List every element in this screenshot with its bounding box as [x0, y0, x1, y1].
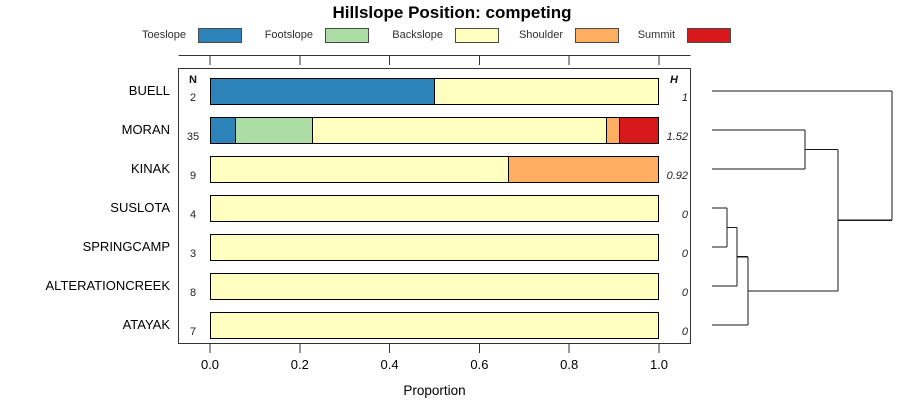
- bar-segment-toeslope: [211, 78, 435, 104]
- bar-segment-backslope: [211, 312, 658, 338]
- x-tick-label: 0.4: [381, 357, 399, 372]
- bar-segment-backslope: [211, 234, 658, 260]
- plot-box: [178, 68, 691, 344]
- legend-label-backslope: Backslope: [392, 29, 443, 41]
- bar-alterationcreek: [210, 272, 659, 300]
- n-value-alterationcreek: 8: [189, 287, 197, 299]
- row-label-suslota: SUSLOTA: [110, 200, 170, 215]
- legend-swatch-toeslope-icon: [198, 28, 242, 43]
- bar-kinak: [210, 155, 659, 183]
- bar-suslota: [210, 194, 659, 222]
- legend-swatch-footslope-icon: [325, 28, 369, 43]
- h-value-kinak: 0.92: [666, 170, 688, 182]
- x-tick-label: 0.0: [201, 357, 219, 372]
- n-value-suslota: 4: [189, 209, 197, 221]
- n-value-buell: 2: [189, 92, 197, 104]
- h-value-atayak: 0: [681, 326, 688, 338]
- bar-segment-backslope: [211, 156, 510, 182]
- x-tick-label: 0.8: [560, 357, 578, 372]
- h-value-buell: 1: [681, 92, 688, 104]
- x-axis-label: Proportion: [403, 383, 466, 398]
- h-value-springcamp: 0: [681, 248, 688, 260]
- h-value-alterationcreek: 0: [681, 287, 688, 299]
- row-label-atayak: ATAYAK: [122, 317, 170, 332]
- legend-swatch-backslope-icon: [455, 28, 499, 43]
- bar-segment-backslope: [312, 117, 607, 143]
- h-value-suslota: 0: [681, 209, 688, 221]
- bar-segment-shoulder: [606, 117, 620, 143]
- h-column-header: H: [670, 74, 678, 86]
- x-tick-label: 0.2: [291, 357, 309, 372]
- bar-segment-footslope: [236, 117, 313, 143]
- n-value-kinak: 9: [189, 170, 197, 182]
- legend-label-footslope: Footslope: [264, 29, 313, 41]
- row-label-buell: BUELL: [128, 83, 170, 98]
- n-value-atayak: 7: [189, 326, 197, 338]
- row-label-moran: MORAN: [121, 122, 170, 137]
- row-label-alterationcreek: ALTERATIONCREEK: [45, 278, 170, 293]
- bar-springcamp: [210, 233, 659, 261]
- legend-label-shoulder: Shoulder: [518, 29, 563, 41]
- bar-atayak: [210, 311, 659, 339]
- bar-segment-backslope: [211, 273, 658, 299]
- n-value-moran: 35: [186, 131, 200, 143]
- bar-segment-summit: [619, 117, 658, 143]
- bar-buell: [210, 77, 659, 105]
- legend-swatch-shoulder-icon: [575, 28, 619, 43]
- bar-moran: [210, 116, 659, 144]
- legend-label-summit: Summit: [637, 29, 675, 41]
- chart-title: Hillslope Position: competing: [332, 3, 572, 22]
- row-label-springcamp: SPRINGCAMP: [82, 239, 170, 254]
- n-column-header: N: [189, 74, 197, 86]
- legend-label-toeslope: Toeslope: [141, 29, 186, 41]
- bar-segment-shoulder: [509, 156, 658, 182]
- h-value-moran: 1.52: [666, 131, 688, 143]
- x-tick-label: 1.0: [650, 357, 668, 372]
- x-tick-label: 0.6: [470, 357, 488, 372]
- row-label-kinak: KINAK: [130, 161, 170, 176]
- bar-segment-toeslope: [211, 117, 237, 143]
- bar-segment-backslope: [434, 78, 658, 104]
- legend-swatch-summit-icon: [687, 28, 731, 43]
- bar-segment-backslope: [211, 195, 658, 221]
- n-value-springcamp: 3: [189, 248, 197, 260]
